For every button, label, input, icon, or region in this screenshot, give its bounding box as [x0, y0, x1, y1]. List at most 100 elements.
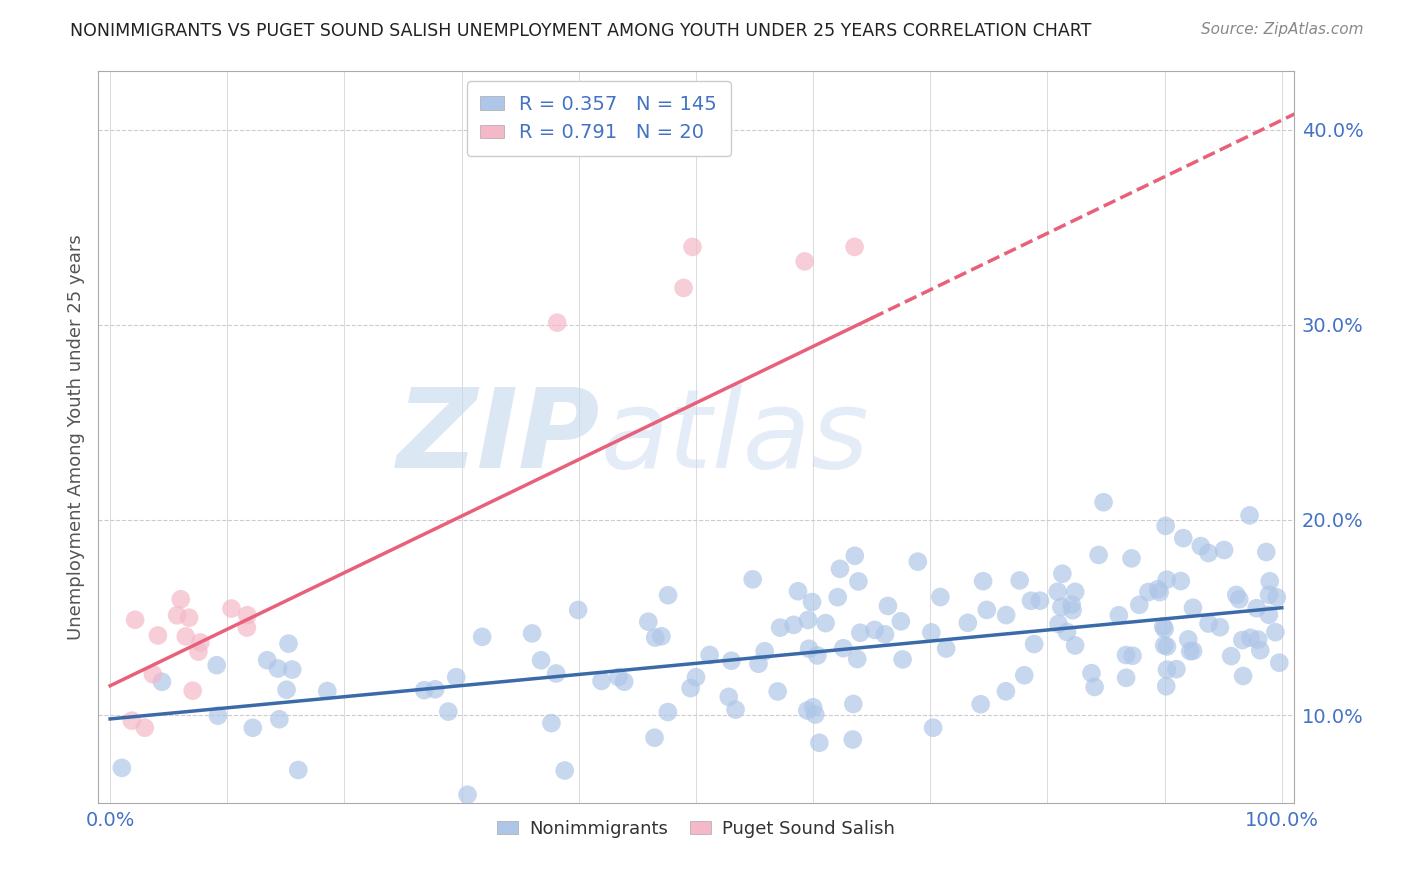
Point — [741, 573, 763, 587]
Point — [793, 254, 815, 268]
Point — [1173, 531, 1195, 545]
Point — [170, 592, 193, 607]
Point — [1092, 495, 1115, 509]
Point — [644, 731, 666, 745]
Point — [1056, 624, 1078, 639]
Point — [1198, 546, 1220, 560]
Point — [890, 615, 912, 629]
Point — [828, 562, 851, 576]
Point — [1012, 668, 1035, 682]
Point — [796, 704, 818, 718]
Text: Source: ZipAtlas.com: Source: ZipAtlas.com — [1201, 22, 1364, 37]
Point — [425, 682, 447, 697]
Point — [956, 615, 979, 630]
Point — [540, 716, 562, 731]
Point — [221, 601, 243, 615]
Point — [1149, 585, 1171, 599]
Point — [207, 708, 229, 723]
Point — [848, 574, 870, 589]
Point — [1122, 648, 1144, 663]
Point — [1062, 603, 1084, 617]
Point — [276, 682, 298, 697]
Point — [530, 653, 553, 667]
Point — [1080, 666, 1102, 681]
Point — [650, 629, 672, 643]
Point — [1046, 584, 1069, 599]
Point — [1239, 631, 1261, 645]
Point — [1008, 574, 1031, 588]
Point — [1264, 625, 1286, 640]
Point — [846, 652, 869, 666]
Point — [1232, 669, 1254, 683]
Point — [1064, 639, 1087, 653]
Y-axis label: Unemployment Among Youth under 25 years: Unemployment Among Youth under 25 years — [66, 235, 84, 640]
Point — [281, 663, 304, 677]
Point — [873, 627, 896, 641]
Point — [1156, 640, 1178, 654]
Point — [797, 641, 820, 656]
Point — [1227, 592, 1250, 607]
Point — [972, 574, 994, 589]
Point — [205, 658, 228, 673]
Point — [844, 240, 866, 254]
Point — [256, 653, 278, 667]
Text: ZIP: ZIP — [396, 384, 600, 491]
Point — [1181, 600, 1204, 615]
Point — [1182, 644, 1205, 658]
Point — [1153, 622, 1175, 636]
Point — [150, 674, 173, 689]
Point — [287, 763, 309, 777]
Point — [1265, 591, 1288, 605]
Point — [863, 623, 886, 637]
Point — [124, 613, 146, 627]
Point — [457, 788, 479, 802]
Point — [672, 281, 695, 295]
Point — [613, 674, 636, 689]
Point — [146, 628, 169, 642]
Point — [1050, 599, 1073, 614]
Point — [769, 621, 792, 635]
Point — [804, 707, 827, 722]
Point — [849, 625, 872, 640]
Point — [187, 645, 209, 659]
Point — [267, 661, 290, 675]
Point — [1239, 508, 1261, 523]
Point — [827, 590, 849, 604]
Point — [1019, 593, 1042, 607]
Point — [242, 721, 264, 735]
Point — [891, 652, 914, 666]
Point — [699, 648, 721, 662]
Point — [814, 616, 837, 631]
Point — [1225, 588, 1247, 602]
Point — [1178, 644, 1201, 658]
Point — [1154, 519, 1177, 533]
Point — [1115, 648, 1137, 662]
Point — [842, 697, 865, 711]
Point — [1258, 574, 1281, 589]
Point — [832, 641, 855, 656]
Point — [1064, 585, 1087, 599]
Point — [316, 684, 339, 698]
Point — [269, 712, 291, 726]
Point — [1268, 656, 1291, 670]
Point — [877, 599, 900, 613]
Point — [1052, 566, 1074, 581]
Point — [166, 608, 188, 623]
Point — [546, 316, 568, 330]
Point — [1029, 593, 1052, 607]
Point — [142, 667, 165, 681]
Point — [787, 584, 810, 599]
Point — [808, 736, 831, 750]
Point — [177, 611, 200, 625]
Point — [969, 697, 991, 711]
Point — [1084, 680, 1107, 694]
Point — [1115, 671, 1137, 685]
Point — [929, 590, 952, 604]
Point — [546, 666, 568, 681]
Point — [797, 613, 820, 627]
Point — [1154, 679, 1177, 693]
Point — [1060, 598, 1083, 612]
Point — [644, 631, 666, 645]
Point — [841, 732, 863, 747]
Point — [236, 621, 259, 635]
